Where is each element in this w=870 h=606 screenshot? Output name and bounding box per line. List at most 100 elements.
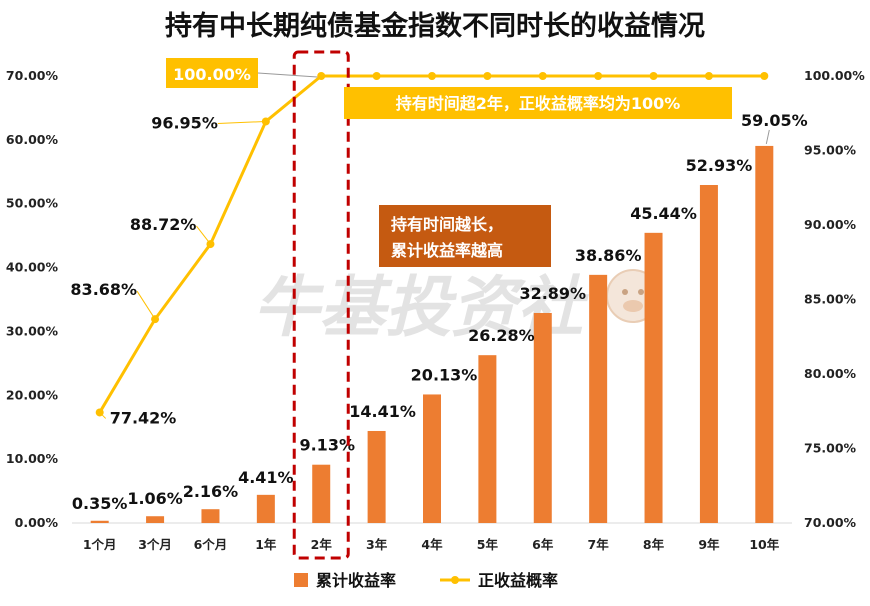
watermark: 牛基投资社: [253, 269, 660, 346]
line-points: 77.42% 83.68% 88.72% 96.95%: [70, 72, 769, 427]
legend-bar-label: 累计收益率: [316, 571, 396, 590]
right-tick-label: 85.00%: [804, 292, 857, 307]
chart-title: 持有中长期纯债基金指数不同时长的收益情况: [165, 11, 705, 42]
x-tick-label: 10年: [749, 537, 779, 552]
x-tick-label: 2年: [311, 537, 333, 552]
bar-data-label: 1.06%: [127, 489, 183, 508]
x-tick-label: 1个月: [83, 537, 117, 552]
bar: [478, 355, 497, 523]
line-point: [594, 72, 603, 80]
note-100-text: 持有时间超2年，正收益概率均为100%: [396, 94, 681, 113]
bar-data-label: 20.13%: [411, 365, 478, 384]
left-tick-label: 70.00%: [6, 68, 59, 83]
bar-label-leader: [765, 129, 770, 145]
x-tick-label: 3个月: [138, 537, 172, 552]
callout-100-box: [166, 58, 258, 88]
watermark-logo-eye-icon: [638, 289, 644, 295]
line-point: [372, 72, 381, 80]
bar: [755, 145, 774, 523]
x-tick-label: 6年: [532, 537, 554, 552]
legend-bar-swatch: [294, 573, 308, 587]
note-longer-box: [379, 205, 551, 267]
bar-data-label: 0.35%: [72, 494, 128, 513]
line-point: [538, 72, 547, 80]
bar: [423, 394, 441, 523]
legend: 累计收益率 正收益概率: [294, 571, 558, 590]
right-tick-label: 100.00%: [804, 68, 865, 83]
line-label-leader: [196, 225, 211, 245]
legend-line-dot: [451, 576, 459, 584]
bar: [589, 274, 608, 523]
line-point: [428, 72, 436, 80]
x-tick-label: 6个月: [194, 537, 228, 552]
bar-data-label: 59.05%: [741, 111, 808, 130]
watermark-logo-nose-icon: [623, 300, 643, 312]
left-tick-label: 50.00%: [6, 196, 59, 211]
bar-data-label: 2.16%: [183, 482, 239, 501]
note-longer-line1: 持有时间越长，: [391, 215, 503, 234]
bar: [312, 464, 331, 523]
x-axis: 1个月 3个月 6个月 1年 2年 3年 4年 5年 6年 7年 8年 9年 10年: [83, 537, 780, 552]
left-tick-label: 30.00%: [6, 323, 59, 338]
x-tick-label: 5年: [477, 537, 499, 552]
callout-100-label: 100.00%: [173, 65, 251, 84]
x-tick-label: 4年: [421, 537, 443, 552]
watermark-text: 牛基投资社: [253, 269, 589, 346]
bar-data-label: 4.41%: [238, 468, 294, 487]
bar-series: 0.35% 1.06% 2.16%4.41% 9.13% 14.41% 20.13% 26.…: [72, 111, 808, 524]
x-tick-label: 7年: [588, 537, 610, 552]
note-longer-line2: 累计收益率越高: [391, 241, 503, 260]
x-tick-label: 9年: [698, 537, 720, 552]
legend-line-label: 正收益概率: [478, 571, 558, 590]
line-label-leader: [99, 412, 107, 419]
bar: [201, 509, 220, 523]
bar-data-label: 32.89%: [519, 284, 586, 303]
callout-100-leader: [257, 72, 318, 78]
left-tick-label: 20.00%: [6, 387, 59, 402]
x-tick-label: 3年: [366, 537, 388, 552]
left-axis: 0.00% 10.00% 20.00% 30.00% 40.00% 50.00% 60.00…: [6, 68, 59, 530]
bar-data-label: 52.93%: [686, 156, 753, 175]
line-point: [649, 72, 658, 80]
right-tick-label: 75.00%: [804, 441, 857, 456]
bar: [146, 516, 165, 523]
line-label-leader: [136, 290, 156, 320]
left-tick-label: 60.00%: [6, 132, 59, 147]
right-tick-label: 80.00%: [804, 366, 857, 381]
line-point: [704, 72, 713, 80]
bar: [90, 520, 109, 523]
bar-data-label: 26.28%: [468, 326, 535, 345]
bar: [699, 185, 718, 523]
bar: [367, 430, 386, 523]
note-longer-callout: 持有时间越长， 累计收益率越高: [379, 205, 551, 267]
line-data-label: 88.72%: [130, 215, 197, 234]
watermark-logo-eye-icon: [622, 289, 628, 295]
left-tick-label: 10.00%: [6, 451, 59, 466]
bar-data-label: 45.44%: [630, 204, 697, 223]
right-tick-label: 95.00%: [804, 143, 857, 158]
right-tick-label: 70.00%: [804, 515, 857, 530]
line-data-label: 77.42%: [110, 408, 177, 427]
bar-data-label: 14.41%: [349, 402, 416, 421]
line-data-label: 83.68%: [70, 280, 137, 299]
note-100-callout: 持有时间超2年，正收益概率均为100%: [344, 87, 732, 119]
bar: [644, 232, 663, 524]
line-point: [483, 72, 492, 80]
left-tick-label: 0.00%: [15, 515, 59, 530]
bar-data-label: 9.13%: [299, 436, 355, 455]
note-100-box: [344, 87, 732, 119]
callout-100-percent: 100.00%: [166, 58, 318, 88]
right-axis: 70.00% 75.00% 80.00% 85.00% 90.00% 95.00% 100.…: [804, 68, 865, 530]
left-tick-label: 40.00%: [6, 260, 59, 275]
right-tick-label: 90.00%: [804, 217, 857, 232]
x-tick-label: 8年: [643, 537, 665, 552]
bar-data-label: 38.86%: [575, 246, 642, 265]
bar: [533, 312, 552, 523]
bar: [256, 494, 275, 523]
x-tick-label: 1年: [255, 537, 277, 552]
highlight-2yr-box: [292, 50, 350, 560]
line-label-leader: [217, 120, 266, 124]
line-data-label: 96.95%: [151, 113, 218, 132]
line-point: [317, 72, 326, 80]
